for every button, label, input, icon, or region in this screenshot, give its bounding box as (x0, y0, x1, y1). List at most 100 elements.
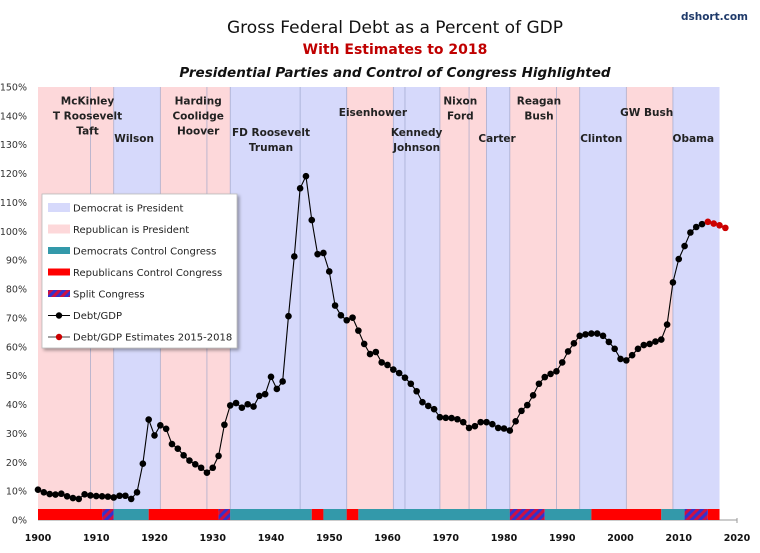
debt-gdp-point (355, 327, 362, 334)
president-label: Ford (447, 110, 474, 122)
president-label: Johnson (392, 142, 440, 154)
debt-gdp-point (617, 355, 624, 363)
y-tick-label: 30% (6, 429, 27, 440)
debt-gdp-point (46, 490, 53, 498)
debt-gdp-point (657, 336, 665, 343)
chart-subtitle-2: Presidential Parties and Control of Cong… (179, 65, 610, 81)
debt-gdp-point (180, 452, 187, 459)
debt-gdp-point (401, 374, 409, 381)
debt-gdp-point (308, 216, 316, 224)
split-congress-segment (218, 509, 231, 520)
debt-gdp-point (588, 330, 595, 337)
legend: Democrat is President Republican is Presi… (41, 193, 238, 349)
president-label: Reagan (517, 95, 561, 107)
y-tick-label: 110% (0, 198, 27, 209)
data-series (34, 172, 729, 503)
x-tick-label: 1940 (258, 533, 285, 544)
debt-gdp-point (273, 385, 281, 393)
debt-gdp-point (63, 493, 71, 500)
president-label: Coolidge (172, 110, 224, 122)
debt-gdp-point (127, 495, 135, 503)
x-tick-label: 1980 (491, 533, 518, 544)
debt-gdp-point (215, 452, 222, 460)
debt-gdp-point (675, 255, 683, 263)
democrat-president-band (486, 87, 510, 520)
debt-gdp-point (611, 345, 618, 353)
legend-label: Democrat is President (73, 204, 183, 215)
debt-gdp-point (151, 432, 158, 439)
debt-gdp-estimate-point (716, 221, 723, 229)
debt-gdp-point (209, 464, 217, 472)
democrats-congress-segment (661, 509, 685, 520)
president-label: FD Roosevelt (232, 127, 310, 139)
debt-gdp-point (157, 422, 164, 429)
debt-gdp-estimate-point (722, 224, 729, 232)
debt-gdp-point (314, 250, 321, 258)
debt-gdp-point (646, 340, 653, 348)
legend-label: Debt/GDP (73, 311, 122, 322)
democrat-president-band (672, 87, 720, 520)
democrat-president-band (393, 87, 440, 520)
legend-swatch-republicans-congress (48, 268, 70, 276)
president-label: Obama (673, 133, 715, 145)
republicans-congress-segment (148, 509, 219, 520)
debt-gdp-point (52, 491, 59, 498)
x-tick-label: 1930 (200, 533, 227, 544)
debt-gdp-point (378, 359, 385, 366)
president-label: Eisenhower (339, 107, 408, 119)
president-label: Taft (76, 125, 98, 137)
y-tick-label: 130% (0, 140, 27, 151)
debt-gdp-point (122, 492, 129, 500)
debt-gdp-point (92, 492, 100, 500)
y-tick-label: 40% (6, 400, 27, 411)
debt-gdp-point (407, 380, 415, 388)
y-tick-label: 80% (6, 285, 27, 296)
debt-gdp-point (360, 340, 368, 348)
debt-gdp-point (40, 488, 48, 496)
debt-gdp-point (349, 314, 356, 321)
debt-gdp-point (436, 413, 444, 421)
debt-gdp-point (226, 402, 234, 409)
debt-gdp-point (366, 350, 374, 358)
president-label: Nixon (443, 95, 477, 107)
x-tick-label: 1910 (83, 533, 110, 544)
legend-label: Democrats Control Congress (73, 247, 216, 258)
split-congress-segment (102, 509, 114, 520)
debt-gdp-point (384, 361, 391, 369)
debt-gdp-point (34, 486, 42, 493)
debt-gdp-point (634, 345, 642, 353)
debt-gdp-point (553, 368, 560, 375)
x-tick-label: 1950 (316, 533, 343, 544)
debt-gdp-point (186, 457, 193, 464)
debt-gdp-point (174, 445, 182, 452)
debt-gdp-point (81, 491, 88, 498)
debt-gdp-point (424, 402, 432, 410)
republicans-congress-segment (707, 509, 720, 520)
debt-gdp-point (564, 348, 572, 355)
president-label: McKinley (61, 95, 115, 107)
y-tick-label: 90% (6, 256, 27, 267)
debt-gdp-point (331, 302, 339, 309)
y-tick-label: 50% (6, 371, 27, 382)
legend-marker (55, 312, 63, 319)
x-tick-label: 1990 (549, 533, 576, 544)
president-label: Kennedy (391, 127, 443, 139)
source-label: dshort.com (681, 11, 748, 23)
republicans-congress-segment (311, 509, 324, 520)
debt-gdp-point (87, 492, 94, 499)
split-congress-segment (684, 509, 708, 520)
debt-gdp-point (343, 316, 351, 324)
debt-gdp-estimate-point (710, 220, 717, 227)
president-label: T Roosevelt (53, 110, 122, 122)
debt-gdp-point (535, 380, 543, 388)
debt-gdp-point (110, 494, 118, 501)
republicans-congress-segment (38, 509, 103, 520)
legend-label: Split Congress (73, 290, 145, 301)
debt-gdp-point (145, 416, 152, 423)
debt-gdp-point (681, 242, 688, 250)
debt-gdp-point (221, 421, 228, 429)
president-label: GW Bush (620, 107, 673, 119)
debt-gdp-point (244, 400, 251, 408)
democrat-president-band (230, 87, 347, 520)
